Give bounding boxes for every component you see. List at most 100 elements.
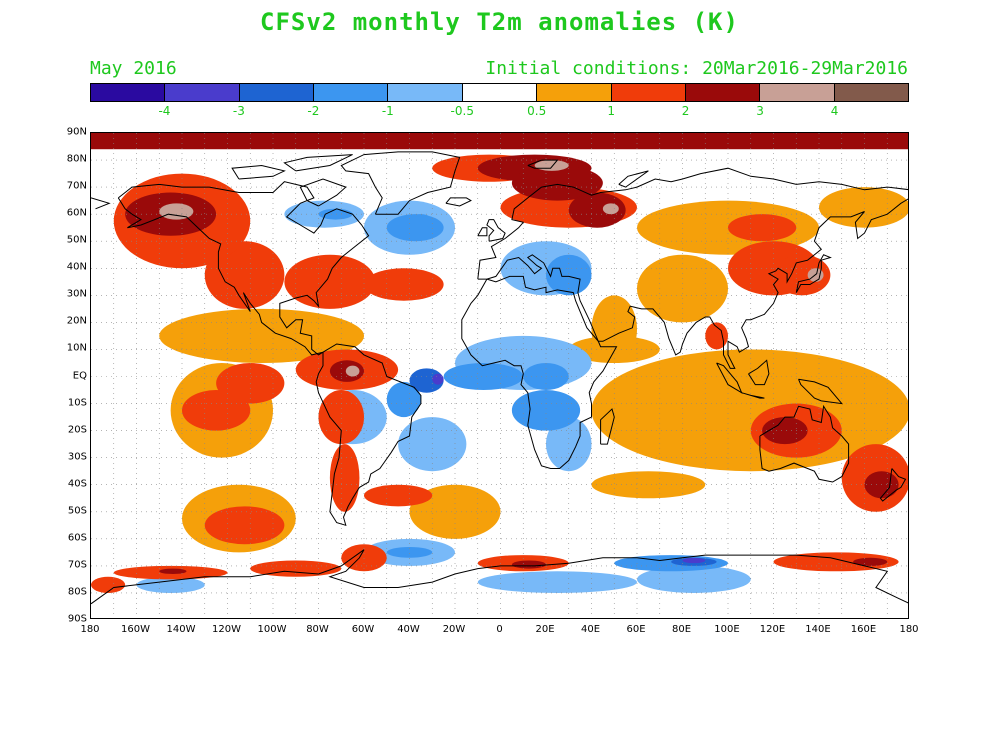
colorbar-swatch [685, 84, 761, 101]
anomaly-fill-layer [91, 133, 908, 593]
initial-conditions: Initial conditions: 20Mar2016-29Mar2016 [485, 58, 908, 79]
warm-anomaly-region [591, 471, 706, 499]
warm-anomaly-region [602, 203, 619, 215]
latitude-label: 10S [67, 397, 87, 409]
colorbar-label: -2 [307, 104, 320, 118]
colorbar-label: -4 [158, 104, 171, 118]
latitude-label: 40N [66, 261, 87, 273]
warm-anomaly-region [591, 295, 637, 363]
latitude-label: 30S [67, 451, 87, 463]
coastline [477, 198, 908, 369]
cold-anomaly-region [466, 368, 501, 385]
coastline [231, 164, 286, 180]
coastline [618, 170, 649, 188]
map-title: CFSv2 monthly T2m anomalies (K) [260, 8, 739, 36]
latitude-label: 30N [66, 288, 87, 300]
cold-anomaly-region [682, 557, 706, 564]
longitude-label: 140W [166, 624, 196, 635]
cold-anomaly-region [409, 368, 444, 393]
cold-anomaly-region [637, 565, 751, 593]
coastlines [91, 151, 908, 605]
longitude-label: 40E [580, 624, 601, 635]
coastline [117, 181, 370, 356]
warm-anomaly-region [511, 560, 546, 569]
longitude-label: 60W [351, 624, 375, 635]
coastline [879, 468, 907, 502]
latitude-label: 60S [67, 532, 87, 544]
coastline [527, 159, 559, 169]
colorbar-labels: -4 -3 -2 -1 -0.5 0.5 1 2 3 4 [90, 104, 909, 120]
warm-anomaly-region [329, 444, 360, 512]
colorbar-label: 2 [681, 104, 690, 118]
warm-anomaly-region [773, 254, 831, 296]
coastline [91, 549, 908, 605]
cold-anomaly-region [546, 254, 592, 296]
colorbar-swatch [462, 84, 538, 101]
coastline [486, 219, 506, 242]
longitude-label: 180 [80, 624, 100, 635]
longitude-label: 160W [121, 624, 150, 635]
coastline [716, 362, 743, 394]
colorbar-label: 0.5 [527, 104, 547, 118]
longitude-label: 0 [496, 624, 503, 635]
longitude-label: 120W [212, 624, 241, 635]
latitude-label: 40S [67, 478, 87, 490]
latitude-label: EQ [72, 370, 87, 381]
warm-anomaly-region [318, 390, 364, 445]
cold-anomaly-region [398, 417, 467, 472]
longitude-label: 20E [535, 624, 555, 635]
cold-anomaly-region [386, 546, 433, 558]
latitude-label: 90N [66, 126, 87, 138]
warm-anomaly-region [853, 557, 888, 566]
latitude-label: 10N [66, 342, 87, 354]
cold-anomaly-region [477, 571, 637, 593]
longitude-label: 80E [671, 624, 692, 635]
map-panel [90, 132, 909, 619]
warm-anomaly-region [91, 576, 126, 593]
latitude-label: 90S [67, 613, 87, 625]
longitude-label: 100E [714, 624, 740, 635]
coastline [741, 392, 765, 399]
latitude-label: 70N [66, 180, 87, 192]
warm-anomaly-region [284, 254, 376, 309]
colorbar-swatch [165, 84, 240, 101]
colorbar-label: -3 [232, 104, 245, 118]
warm-anomaly-region [364, 484, 433, 507]
longitude-label: 60E [626, 624, 646, 635]
latitude-label: 60N [66, 207, 87, 219]
longitude-label: 20W [442, 624, 466, 635]
colorbar-label: 3 [756, 104, 764, 118]
latitude-label: 50S [67, 505, 87, 517]
cold-anomaly-region [386, 381, 421, 418]
coastline [795, 254, 832, 293]
warm-anomaly-region [204, 241, 285, 309]
warm-anomaly-region [511, 165, 603, 201]
coastline [600, 408, 615, 445]
colorbar-label: 4 [830, 104, 839, 118]
longitude-label: 160E [850, 624, 877, 635]
warm-anomaly-region [159, 203, 194, 220]
coastline [445, 197, 472, 207]
longitude-label: 140E [805, 624, 831, 635]
warm-anomaly-region [568, 192, 626, 228]
colorbar-label: -0.5 [450, 104, 474, 118]
latitude-label: 20N [66, 315, 87, 327]
warm-anomaly-region [159, 568, 187, 575]
warm-anomaly-region [159, 308, 364, 363]
warm-anomaly-region [91, 133, 908, 150]
cold-anomaly-region [136, 576, 205, 593]
warm-anomaly-region [728, 214, 797, 242]
coastline [477, 227, 488, 237]
longitude-label: 120E [759, 624, 786, 635]
cold-anomaly-region [432, 373, 444, 385]
colorbar-label: 1 [607, 104, 615, 118]
latitude-label: 70S [67, 559, 87, 571]
colorbar-label: -1 [381, 104, 394, 118]
warm-anomaly-region [345, 365, 360, 377]
longitude-label: 80W [306, 624, 329, 635]
anomaly-map [91, 133, 908, 618]
coastline [477, 167, 908, 280]
longitude-label: 40W [397, 624, 420, 635]
forecast-month: May 2016 [90, 58, 177, 79]
cold-anomaly-region [534, 398, 569, 418]
